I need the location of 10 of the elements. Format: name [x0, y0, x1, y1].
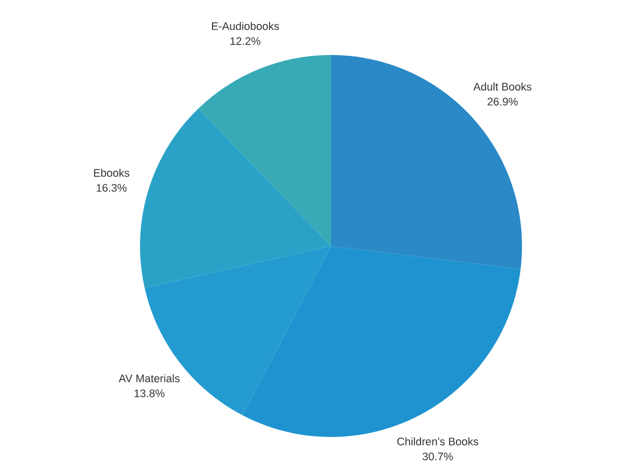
data-label: 26.9% — [488, 98, 518, 106]
slice-label: E-Audiobooks — [212, 22, 279, 30]
slice-label: AV Materials — [118, 374, 180, 382]
slice-label: Children's Books — [397, 437, 478, 446]
data-label: 30.7% — [422, 452, 453, 460]
data-label: 16.3% — [96, 184, 127, 192]
slice-label: Ebooks — [94, 168, 130, 177]
data-label: 12.2% — [230, 37, 260, 45]
slice-label: Adult Books — [473, 82, 532, 91]
data-label: 13.8% — [134, 389, 164, 398]
